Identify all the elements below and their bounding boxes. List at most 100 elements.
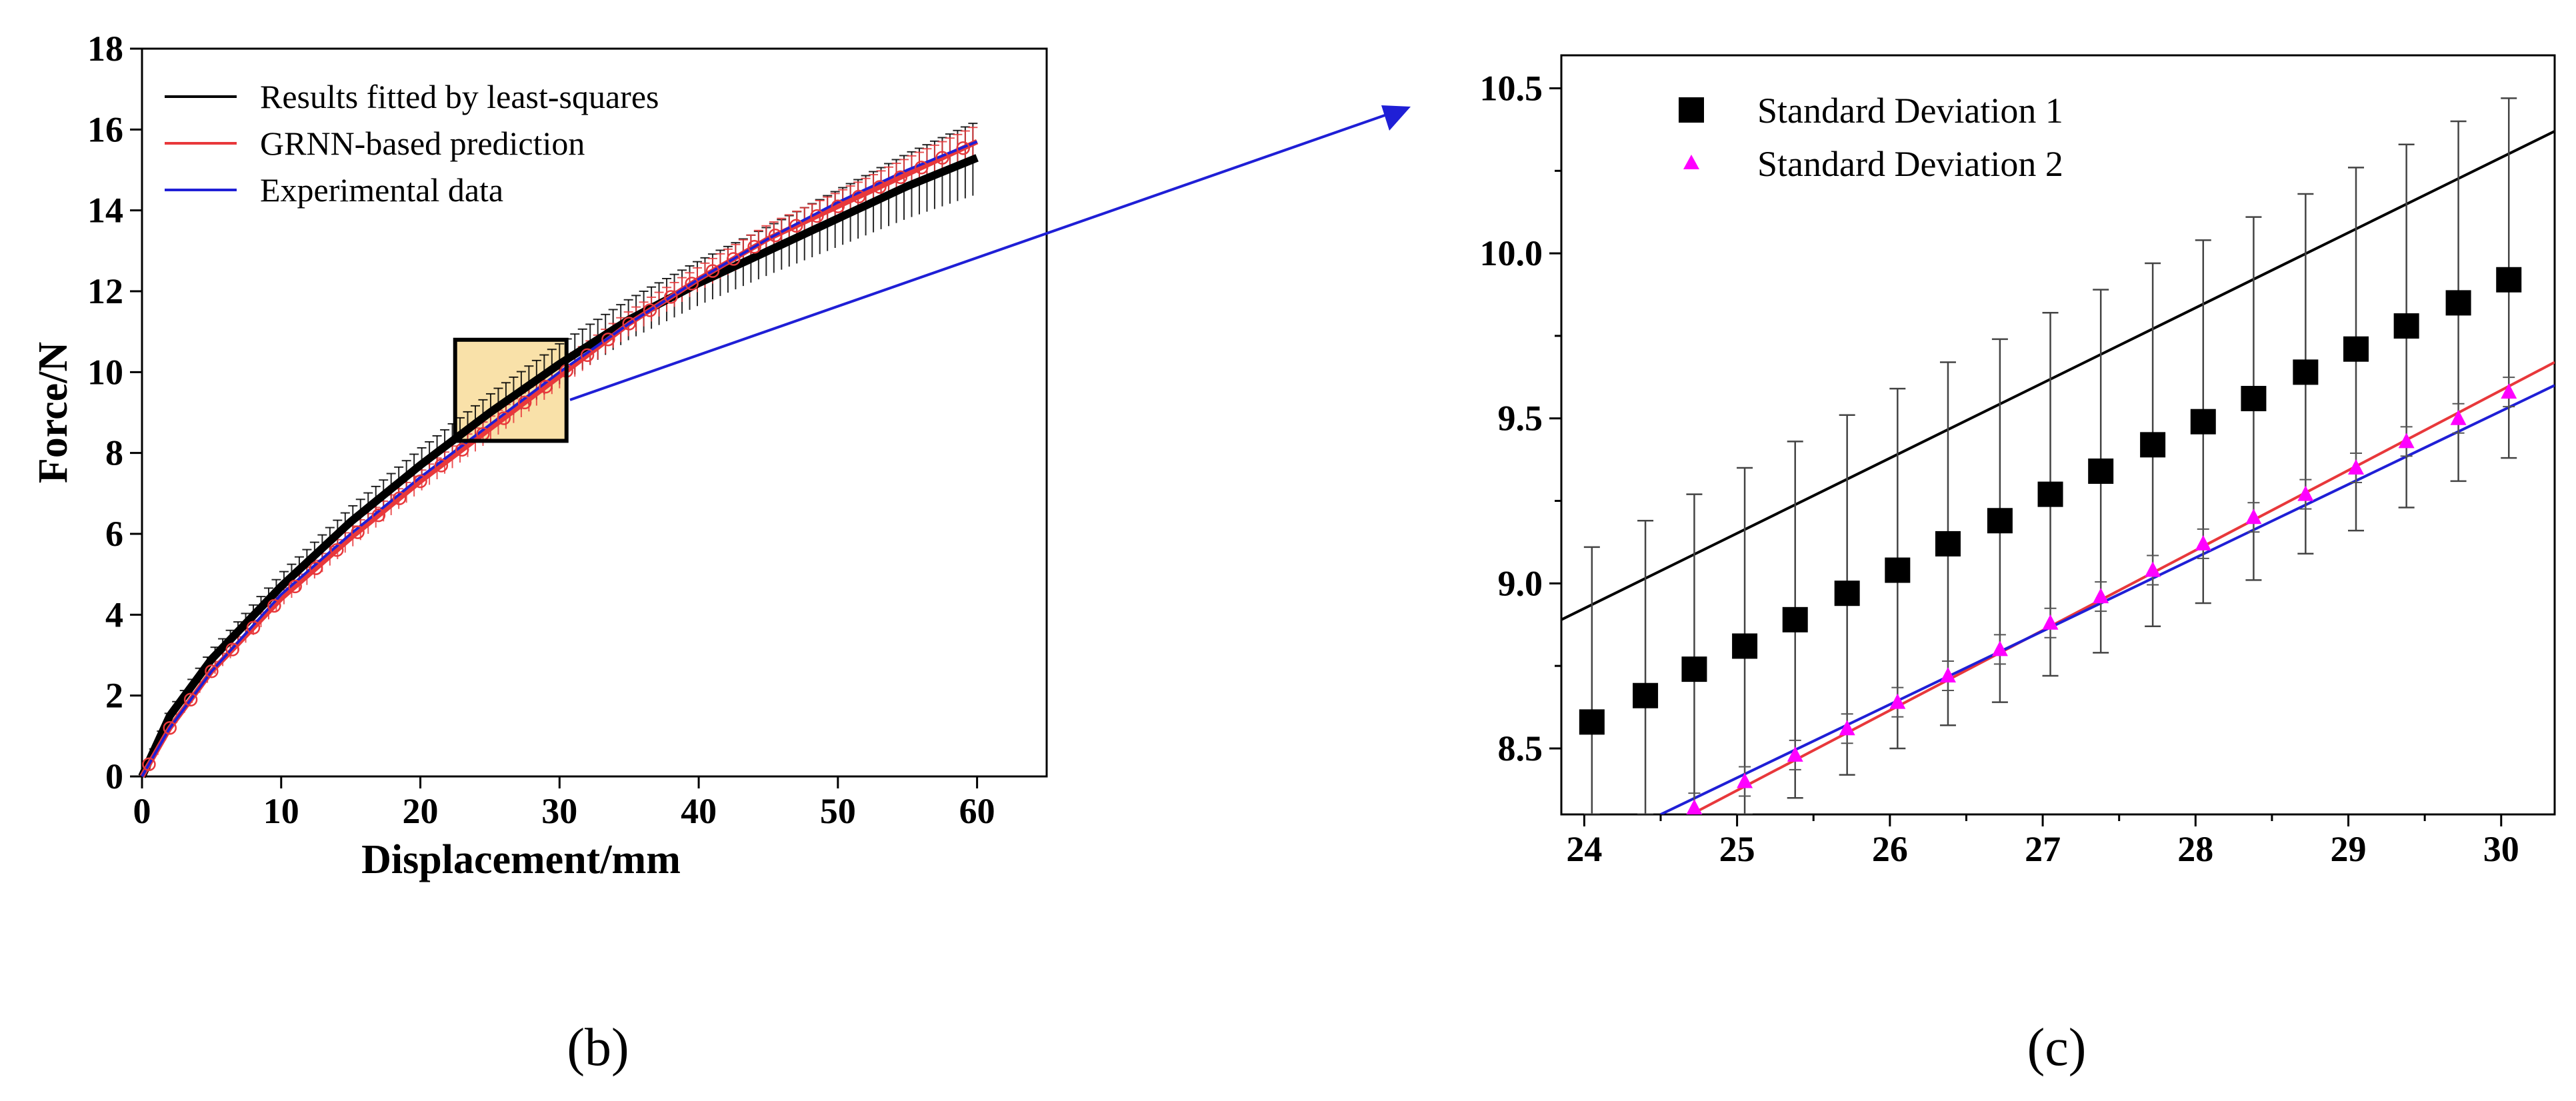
series-line-b-0 (138, 154, 979, 778)
x-tick-label-c: 28 (2177, 829, 2213, 869)
panel-label-c: (c) (2027, 1018, 2087, 1077)
sd1-marker (2088, 458, 2114, 484)
sd1-marker (2496, 267, 2522, 293)
grnn-marker (455, 443, 469, 457)
sd1-marker (1987, 508, 2013, 534)
grnn-marker (851, 189, 866, 204)
x-tick-label-b: 10 (263, 791, 299, 831)
y-tick-label-b: 0 (105, 756, 123, 796)
y-tick-label-c: 10.0 (1480, 233, 1543, 273)
grnn-marker (142, 757, 156, 772)
grnn-marker (893, 170, 908, 185)
reference-line-c-3 (1690, 361, 2555, 814)
legend-marker-sd1 (1679, 97, 1704, 123)
sd1-marker (2393, 313, 2419, 339)
grnn-marker (747, 240, 761, 254)
y-tick-label-b: 14 (87, 191, 123, 231)
grnn-marker (831, 199, 845, 213)
plot-frame-c (1560, 54, 2556, 816)
x-tick-label-c: 26 (1872, 829, 1908, 869)
x-tick-label-c: 29 (2331, 829, 2367, 869)
zoom-region-outline (453, 337, 569, 443)
grnn-marker (371, 508, 386, 523)
grnn-marker (685, 277, 699, 291)
sd1-marker (2293, 359, 2319, 385)
grnn-marker (727, 252, 741, 266)
x-tick-label-c: 30 (2483, 829, 2519, 869)
grnn-marker (246, 620, 261, 634)
x-tick-label-c: 24 (1566, 829, 1602, 869)
series-line-b-1 (139, 139, 979, 778)
sd2-marker (1939, 667, 1956, 683)
sd2-marker (1889, 693, 1906, 709)
legend-label-b: GRNN-based prediction (260, 125, 585, 162)
grnn-marker (351, 525, 365, 539)
grnn-marker (497, 411, 511, 425)
sd2-marker (2501, 383, 2517, 399)
grnn-marker (664, 290, 678, 304)
grnn-marker (580, 348, 595, 363)
y-tick-label-b: 6 (105, 514, 123, 554)
sd2-marker (2398, 433, 2415, 449)
y-tick-label-b: 10 (87, 352, 123, 392)
grnn-marker (935, 151, 949, 165)
grnn-marker (873, 180, 887, 194)
sd1-marker (1834, 580, 1860, 606)
legend-label-b: Experimental data (260, 171, 503, 209)
sd2-marker (1787, 746, 1803, 762)
grnn-marker (225, 642, 239, 656)
x-tick-label-b: 20 (403, 791, 439, 831)
grnn-marker (330, 543, 344, 557)
sd1-marker (1935, 531, 1961, 556)
x-tick-label-b: 40 (681, 791, 717, 831)
y-tick-label-c: 8.5 (1498, 728, 1543, 768)
legend-label-c: Standard Deviation 2 (1757, 144, 2063, 184)
x-tick-label-b: 60 (959, 791, 995, 831)
sd2-marker (2042, 614, 2059, 630)
sd2-marker (2297, 485, 2314, 501)
legend-marker-sd2 (1683, 155, 1699, 169)
legend-label-c: Standard Deviation 1 (1757, 91, 2063, 131)
grnn-marker (163, 720, 177, 735)
grnn-marker (705, 264, 720, 278)
grnn-marker (205, 664, 219, 678)
sd2-marker (2093, 588, 2109, 604)
sd1-marker (2037, 481, 2063, 507)
sd1-marker (2445, 290, 2471, 316)
y-tick-label-c: 9.5 (1498, 399, 1543, 439)
y-tick-label-b: 8 (105, 433, 123, 473)
sd1-marker (1579, 709, 1605, 735)
grnn-marker (413, 474, 427, 489)
plot-frame-b (141, 47, 1048, 778)
series-line-b-2 (141, 140, 978, 777)
grnn-marker (810, 209, 824, 223)
grnn-marker (643, 303, 657, 317)
grnn-marker (517, 395, 532, 410)
sd1-marker (1885, 557, 1911, 583)
y-axis-title-b: Force/N (31, 342, 76, 483)
grnn-marker (288, 579, 302, 594)
y-tick-label-b: 16 (87, 109, 123, 149)
sd1-marker (2241, 386, 2267, 412)
y-tick-label-b: 4 (105, 594, 123, 634)
sd2-marker (1839, 720, 1855, 736)
grnn-marker (601, 332, 615, 347)
grnn-marker (392, 491, 407, 505)
x-tick-label-c: 27 (2025, 829, 2061, 869)
y-tick-label-c: 10.5 (1480, 69, 1543, 109)
grnn-marker (183, 692, 198, 706)
sd1-marker (1633, 682, 1659, 708)
reference-line-c-2 (1561, 130, 2555, 621)
sd2-marker (2245, 509, 2262, 525)
sd1-marker (1681, 656, 1707, 682)
y-tick-label-b: 12 (87, 271, 123, 311)
sd2-marker (2145, 561, 2161, 577)
sd1-marker (2190, 409, 2216, 435)
grnn-marker (434, 459, 449, 473)
sd2-marker (1991, 640, 2008, 656)
x-axis-title-b: Displacement/mm (361, 837, 681, 882)
y-tick-label-b: 18 (87, 29, 123, 69)
panel-c-chart: 24 25 26 27 28 29 30 8.5 9.0 9.5 10.0 10.5 Standard … (1480, 54, 2556, 869)
sd1-marker (2140, 432, 2166, 458)
